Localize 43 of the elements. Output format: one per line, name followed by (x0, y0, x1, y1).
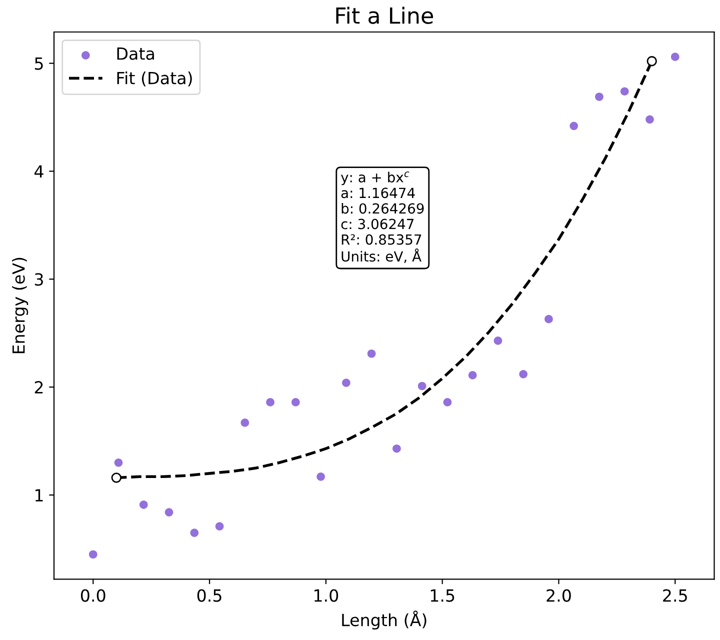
y-tick-label: 3 (34, 273, 43, 286)
chart-title: Fit a Line (336, 6, 433, 24)
point (342, 378, 350, 387)
point (266, 398, 274, 406)
x-tick-label: 2.5 (663, 589, 687, 602)
point (620, 87, 629, 96)
point (494, 336, 502, 345)
point (215, 522, 224, 530)
legend-label: Data (117, 48, 154, 60)
point (316, 472, 325, 481)
point (468, 371, 477, 380)
x-tick-label: 1.5 (430, 589, 454, 602)
point (190, 528, 199, 537)
x-axis-title: Length (Å) (342, 610, 426, 630)
y-tick-label: 4 (34, 165, 44, 178)
y-tick-label: 1 (36, 489, 43, 502)
point (240, 418, 250, 427)
point (646, 56, 657, 66)
point (670, 52, 680, 61)
point (164, 508, 174, 516)
point (392, 444, 401, 453)
point (595, 92, 604, 101)
x-tick-label: 2.0 (546, 589, 571, 602)
legend-label: Fit (Data) (117, 71, 192, 86)
x-tick-label: 0.5 (197, 589, 222, 602)
point (291, 398, 300, 406)
point (114, 458, 123, 467)
point (88, 550, 98, 559)
point (544, 314, 553, 324)
y-tick-label: 2 (34, 381, 43, 394)
point (519, 370, 528, 378)
annotation: y: a + bx$^{c}$ a: 1.16474 b: 0.264269 c: 3.06247 R²: 0.85357 Units: eV, Å (340, 172, 424, 264)
y-tick-label: 5 (34, 57, 43, 70)
point (139, 500, 148, 509)
y-axis-title: Energy (eV) (12, 258, 28, 354)
point (570, 122, 578, 130)
point (646, 115, 654, 124)
x-tick-label: 1.0 (314, 589, 338, 602)
point (443, 398, 452, 406)
x-tick-label: 0.0 (80, 589, 106, 602)
point (367, 349, 376, 358)
point (418, 382, 426, 390)
point (111, 472, 122, 483)
